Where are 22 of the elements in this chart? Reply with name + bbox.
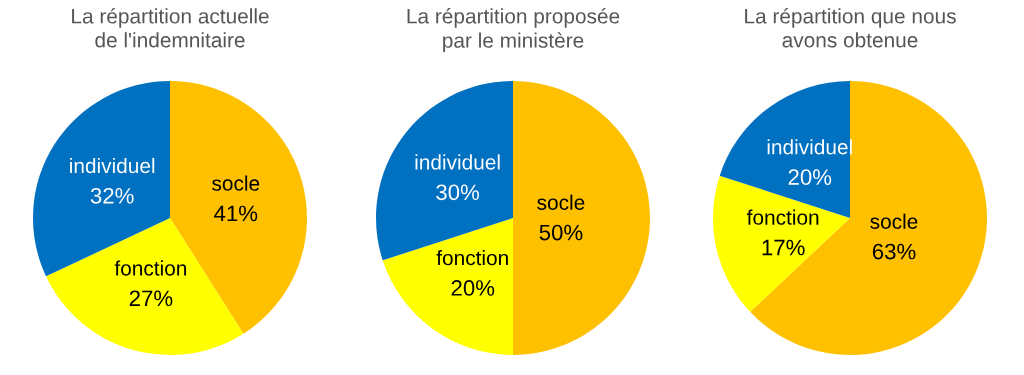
pie-slice <box>382 218 513 355</box>
data-label: 63% <box>872 243 916 260</box>
data-label: 30% <box>436 184 480 201</box>
slice-label: fonction <box>746 209 819 225</box>
chart-title: La répartition actuelle de l'indemnitaire <box>72 8 269 48</box>
data-label: 32% <box>90 187 134 204</box>
data-label: 20% <box>451 280 495 296</box>
slice-label: individuel <box>415 154 500 170</box>
slice-label: fonction <box>436 250 508 266</box>
pie-slice <box>513 81 650 355</box>
slice-label: socle <box>212 175 260 191</box>
data-label: 41% <box>214 205 258 222</box>
slice-label: socle <box>537 194 585 210</box>
data-label: 27% <box>129 290 173 307</box>
data-label: 50% <box>539 224 583 241</box>
chart-title: La répartition proposée par le ministère <box>407 8 620 52</box>
slice-label: fonction <box>114 260 187 276</box>
chart-title: La répartition que nous avons obtenue <box>745 8 956 48</box>
slice-label: socle <box>870 213 918 229</box>
data-label: 17% <box>762 239 805 256</box>
data-label: 20% <box>788 169 832 185</box>
slice-label: individuel <box>70 157 155 174</box>
